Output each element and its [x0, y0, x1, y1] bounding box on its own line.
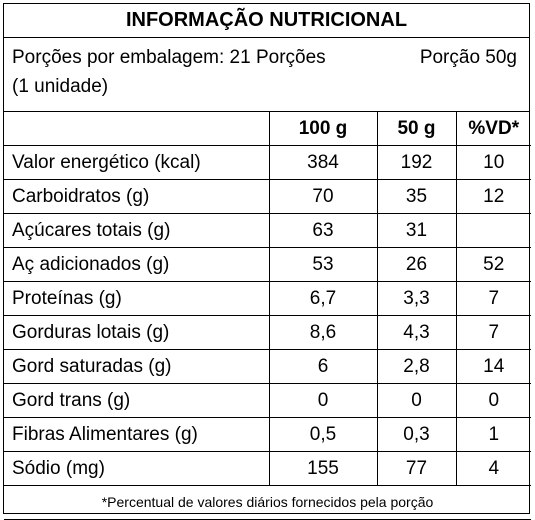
table-row: Gord saturadas (g) 6 2,8 14 — [4, 349, 531, 384]
value-vd: 4 — [455, 451, 531, 486]
table-row: Gorduras lotais (g) 8,6 4,3 7 — [4, 315, 531, 350]
nutrient-name: Gorduras lotais (g) — [4, 315, 270, 350]
table-row: Aç adicionados (g) 53 26 52 — [4, 247, 531, 282]
value-100g: 0 — [268, 383, 378, 418]
value-50g: 0,3 — [376, 417, 457, 452]
nutrient-name: Aç adicionados (g) — [4, 247, 270, 282]
portion-unit: (1 unidade) — [12, 76, 109, 97]
nutrition-table: 100 g 50 g %VD* Valor energético (kcal) … — [4, 112, 531, 520]
nutrient-name: Valor energético (kcal) — [4, 145, 270, 180]
header-nutrient — [4, 112, 270, 146]
header-100g: 100 g — [268, 112, 378, 146]
value-vd: 1 — [455, 417, 531, 452]
value-vd: 12 — [455, 179, 531, 214]
value-50g: 192 — [376, 145, 457, 180]
footnote: *Percentual de valores diários fornecido… — [4, 485, 531, 520]
value-50g: 2,8 — [376, 349, 457, 384]
value-50g: 0 — [376, 383, 457, 418]
value-100g: 155 — [268, 451, 378, 486]
value-vd: 52 — [455, 247, 531, 282]
value-vd: 0 — [455, 383, 531, 418]
servings-per-package: Porções por embalagem: 21 Porções — [12, 47, 326, 68]
table-row: Carboidratos (g) 70 35 12 — [4, 179, 531, 214]
value-vd: 10 — [455, 145, 531, 180]
value-vd: 7 — [455, 315, 531, 350]
value-vd — [455, 213, 531, 248]
nutrient-name: Gord saturadas (g) — [4, 349, 270, 384]
value-100g: 53 — [268, 247, 378, 282]
nutrient-name: Açúcares totais (g) — [4, 213, 270, 248]
table-row: Fibras Alimentares (g) 0,5 0,3 1 — [4, 417, 531, 452]
value-100g: 6,7 — [268, 281, 378, 316]
nutrient-name: Fibras Alimentares (g) — [4, 417, 270, 452]
value-100g: 70 — [268, 179, 378, 214]
serving-info: Porções por embalagem: 21 Porções Porção… — [4, 38, 529, 112]
value-50g: 31 — [376, 213, 457, 248]
value-100g: 8,6 — [268, 315, 378, 350]
value-100g: 0,5 — [268, 417, 378, 452]
table-row: Proteínas (g) 6,7 3,3 7 — [4, 281, 531, 316]
footnote-row: *Percentual de valores diários fornecido… — [4, 485, 531, 520]
value-50g: 35 — [376, 179, 457, 214]
table-row: Valor energético (kcal) 384 192 10 — [4, 145, 531, 180]
portion-size: Porção 50g — [419, 47, 517, 68]
value-50g: 4,3 — [376, 315, 457, 350]
table-row: Gord trans (g) 0 0 0 — [4, 383, 531, 418]
value-100g: 6 — [268, 349, 378, 384]
value-vd: 14 — [455, 349, 531, 384]
header-vd: %VD* — [455, 112, 531, 146]
table-header-row: 100 g 50 g %VD* — [4, 112, 531, 146]
header-50g: 50 g — [376, 112, 457, 146]
nutrient-name: Proteínas (g) — [4, 281, 270, 316]
table-row: Açúcares totais (g) 63 31 — [4, 213, 531, 248]
value-50g: 26 — [376, 247, 457, 282]
value-50g: 3,3 — [376, 281, 457, 316]
label-title: INFORMAÇÃO NUTRICIONAL — [4, 4, 529, 38]
nutrient-name: Carboidratos (g) — [4, 179, 270, 214]
value-100g: 384 — [268, 145, 378, 180]
nutrient-name: Sódio (mg) — [4, 451, 270, 486]
value-vd: 7 — [455, 281, 531, 316]
value-100g: 63 — [268, 213, 378, 248]
table-row: Sódio (mg) 155 77 4 — [4, 451, 531, 486]
nutrition-label: INFORMAÇÃO NUTRICIONAL Porções por embal… — [3, 3, 531, 520]
value-50g: 77 — [376, 451, 457, 486]
nutrient-name: Gord trans (g) — [4, 383, 270, 418]
